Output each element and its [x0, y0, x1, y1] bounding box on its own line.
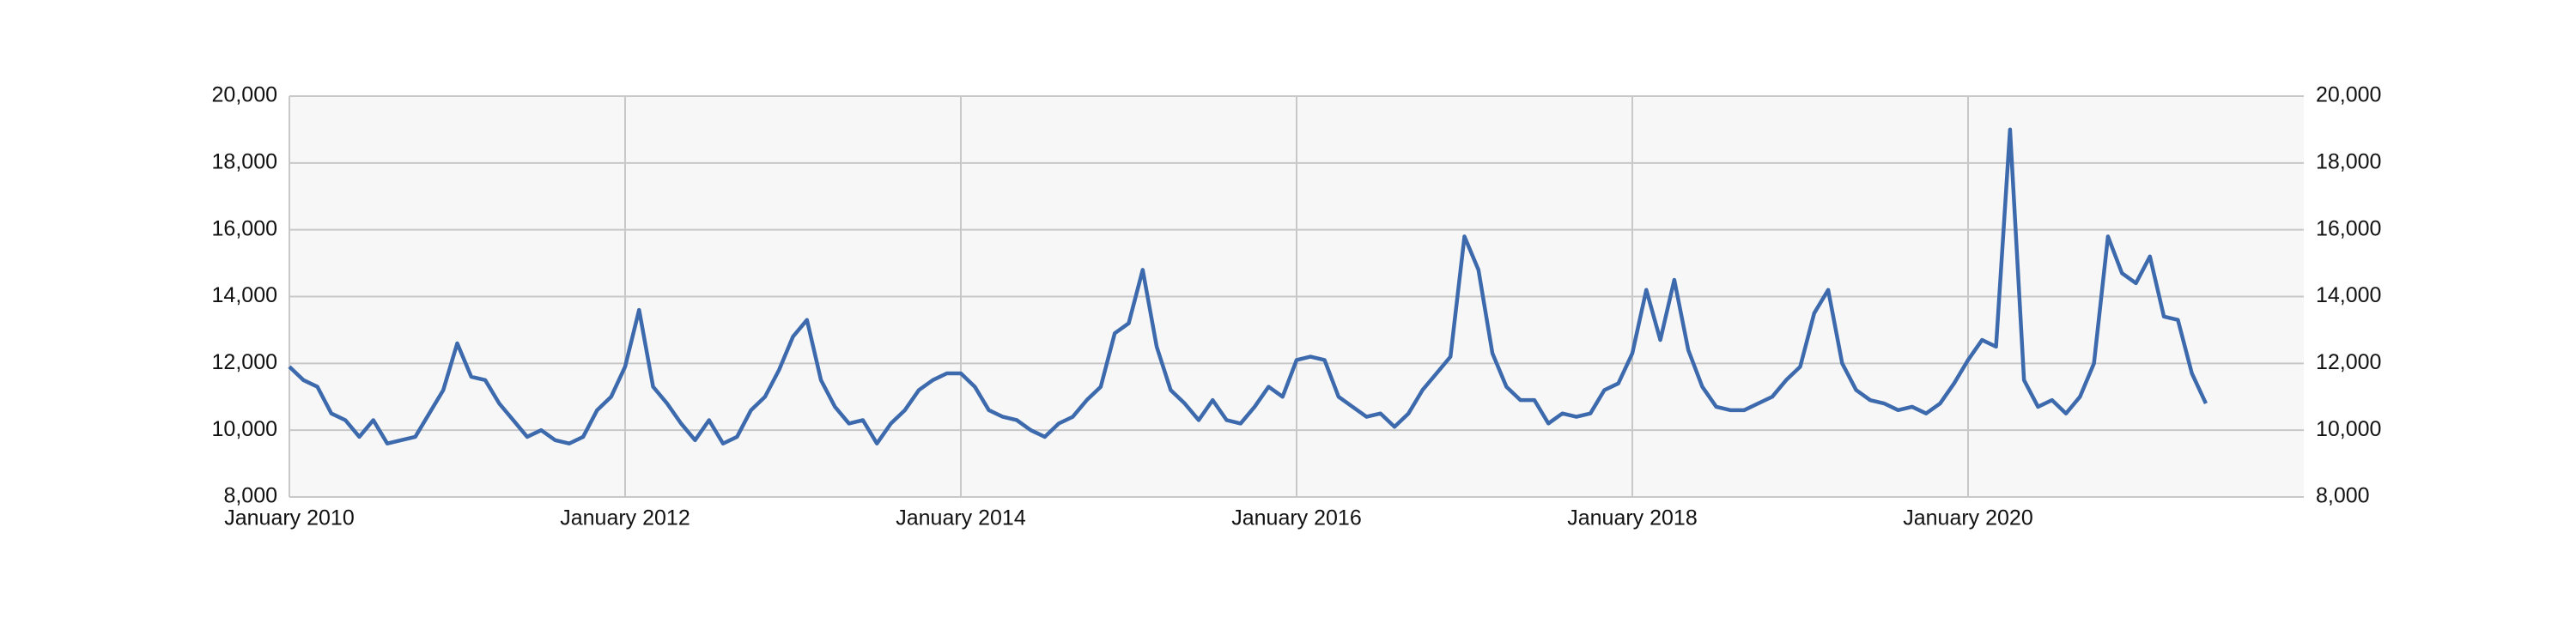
- x-tick-label: January 2020: [1903, 506, 2033, 530]
- y-tick-label: 10,000: [212, 417, 277, 441]
- y2-tick-label: 20,000: [2316, 83, 2381, 107]
- y-tick-label: 14,000: [212, 283, 277, 307]
- x-tick-label: January 2010: [224, 506, 355, 530]
- y2-tick-label: 18,000: [2316, 149, 2381, 173]
- y-tick-label: 12,000: [212, 350, 277, 374]
- y2-tick-label: 12,000: [2316, 350, 2381, 374]
- y2-tick-label: 8,000: [2316, 484, 2370, 508]
- x-tick-label: January 2012: [560, 506, 690, 530]
- y2-tick-label: 14,000: [2316, 283, 2381, 307]
- y-tick-label: 8,000: [223, 484, 277, 508]
- y-tick-label: 16,000: [212, 216, 277, 240]
- y-tick-label: 18,000: [212, 149, 277, 173]
- y-tick-label: 20,000: [212, 83, 277, 107]
- x-tick-label: January 2018: [1567, 506, 1698, 530]
- y2-tick-label: 16,000: [2316, 216, 2381, 240]
- data-line: [288, 127, 2208, 445]
- x-tick-label: January 2014: [896, 506, 1026, 530]
- x-tick-label: January 2016: [1231, 506, 1362, 530]
- y2-tick-label: 10,000: [2316, 417, 2381, 441]
